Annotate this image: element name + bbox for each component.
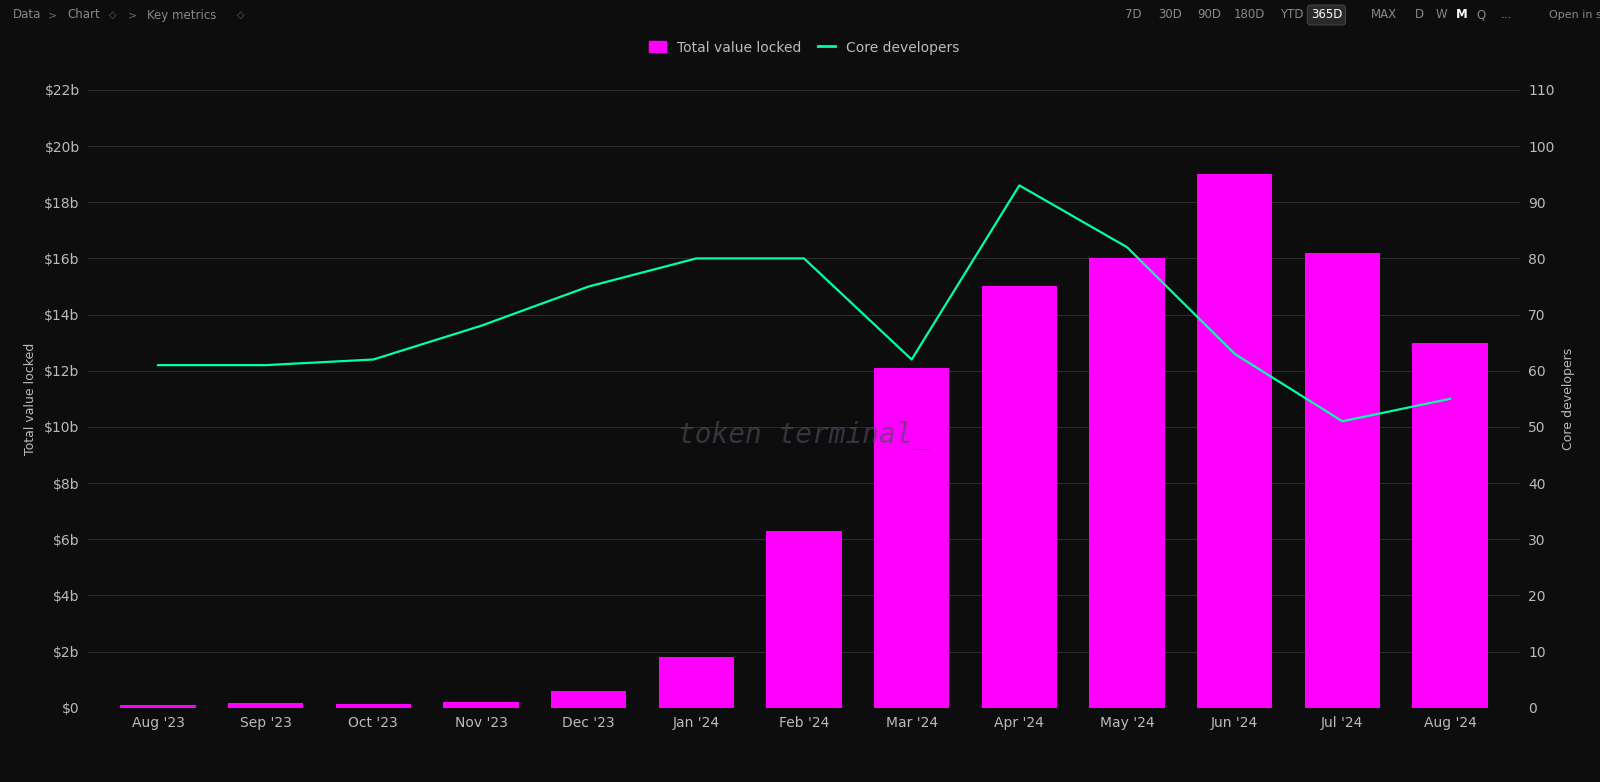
Bar (1197, 174, 1272, 708)
Bar (1413, 343, 1488, 708)
Text: 30D: 30D (1158, 9, 1182, 21)
Text: Chart: Chart (67, 9, 99, 21)
Text: 365D: 365D (1310, 9, 1342, 21)
Text: ...: ... (1501, 9, 1512, 21)
Bar (120, 705, 195, 708)
Text: >: > (128, 10, 138, 20)
Text: Data: Data (13, 9, 42, 21)
Text: M: M (1456, 9, 1467, 21)
Bar (874, 368, 949, 708)
Bar (336, 705, 411, 708)
Y-axis label: Total value locked: Total value locked (24, 343, 37, 455)
Text: W: W (1435, 9, 1446, 21)
Text: 90D: 90D (1197, 9, 1221, 21)
Bar (982, 286, 1058, 708)
Text: D: D (1414, 9, 1424, 21)
Text: ◇: ◇ (237, 10, 245, 20)
Bar (766, 531, 842, 708)
Bar (659, 657, 734, 708)
Bar (1304, 253, 1381, 708)
Bar (443, 701, 518, 708)
Bar (1090, 258, 1165, 708)
Text: 7D: 7D (1125, 9, 1141, 21)
Text: token terminal_: token terminal_ (678, 421, 930, 450)
Text: ◇: ◇ (109, 10, 117, 20)
Text: 180D: 180D (1234, 9, 1266, 21)
Text: Q: Q (1477, 9, 1486, 21)
Bar (550, 691, 626, 708)
Text: Key metrics: Key metrics (147, 9, 216, 21)
Text: YTD: YTD (1280, 9, 1304, 21)
Text: Open in studio: Open in studio (1549, 10, 1600, 20)
Text: MAX: MAX (1371, 9, 1397, 21)
Bar (227, 703, 304, 708)
Y-axis label: Core developers: Core developers (1562, 348, 1574, 450)
Legend: Total value locked, Core developers: Total value locked, Core developers (643, 35, 965, 60)
Text: >: > (48, 10, 58, 20)
